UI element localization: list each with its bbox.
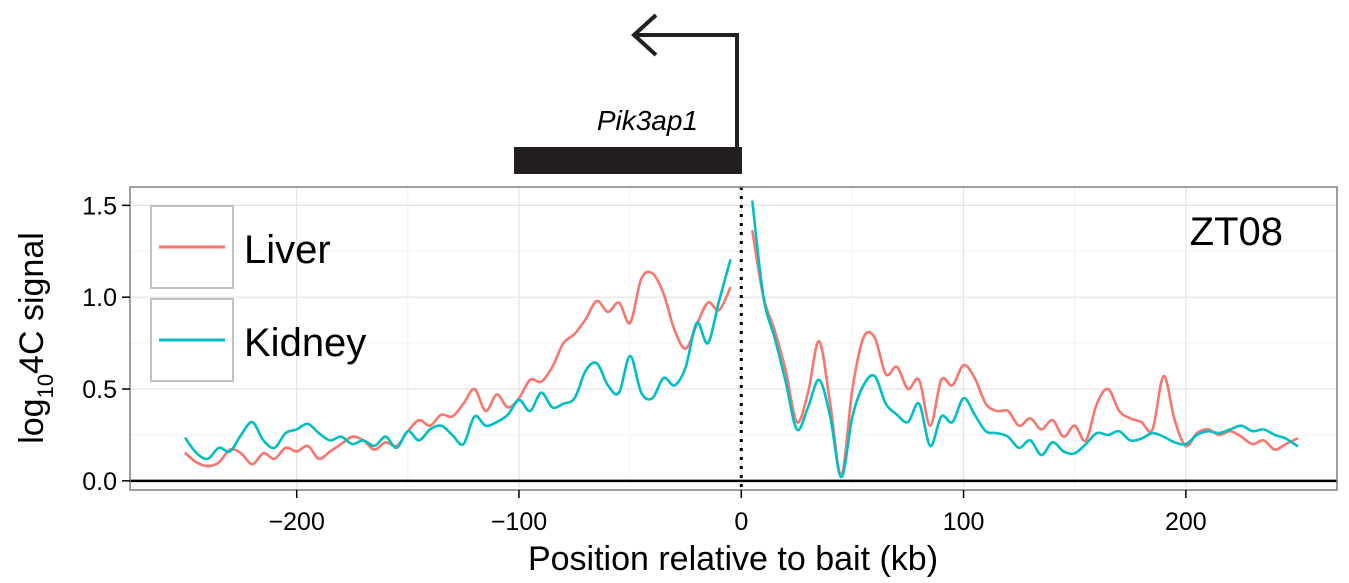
- gene-label: Pik3ap1: [597, 105, 698, 136]
- y-axis-ticks: 0.0 0.5 1.0 1.5: [82, 192, 130, 496]
- y-axis-title-log: log: [13, 398, 51, 443]
- legend-label-kidney: Kidney: [244, 321, 366, 365]
- series-line-kidney-upstream: [184, 259, 732, 461]
- x-axis-title: Position relative to bait (kb): [528, 540, 938, 578]
- series-lines: [184, 200, 1299, 479]
- y-tick-label: 1.0: [82, 284, 117, 312]
- tss-arrow-line: [636, 33, 739, 147]
- gene-body: [514, 147, 742, 174]
- x-tick-label: −100: [491, 508, 547, 536]
- y-tick-label: 1.5: [82, 192, 117, 220]
- minor-gridlines: [130, 187, 1337, 490]
- plot-panel: [129, 186, 1338, 491]
- y-axis-title-subscript: 10: [33, 374, 58, 398]
- x-tick-label: 100: [943, 508, 985, 536]
- y-axis-title: log104C signal: [13, 232, 58, 444]
- x-axis-ticks: −200 −100 0 100 200: [269, 490, 1207, 536]
- series-line-liver-upstream: [184, 270, 732, 468]
- panel-border: [129, 186, 1338, 491]
- legend: Liver Kidney: [150, 205, 366, 382]
- x-tick-label: −200: [269, 508, 325, 536]
- gene-track: Pik3ap1: [514, 13, 742, 174]
- panel-annotation: ZT08: [1190, 210, 1283, 254]
- series-line-kidney-downstream: [751, 200, 1299, 479]
- y-tick-label: 0.5: [82, 376, 117, 404]
- tss-arrowhead-icon: [631, 13, 658, 57]
- series-line-liver-downstream: [751, 229, 1299, 477]
- legend-label-liver: Liver: [244, 228, 331, 272]
- y-tick-label: 0.0: [82, 468, 117, 496]
- x-tick-label: 0: [734, 508, 748, 536]
- y-axis-title-rest: 4C signal: [13, 232, 51, 374]
- x-tick-label: 200: [1165, 508, 1207, 536]
